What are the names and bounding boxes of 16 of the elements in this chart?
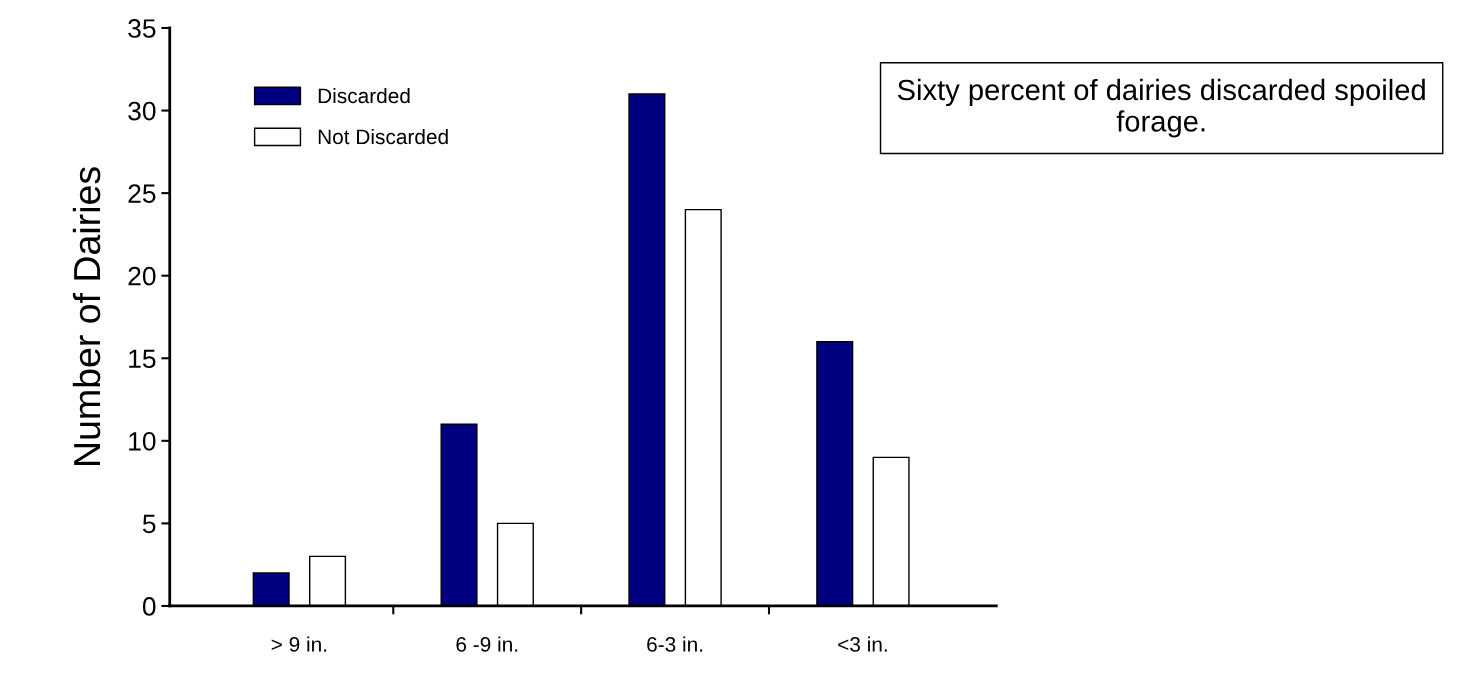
x-tick-label: <3 in. [838,636,887,652]
x-tick-label: 6-3 in. [647,636,703,652]
legend-label: Not Discarded [318,128,448,145]
y-tick-label: 25 [128,184,156,203]
y-axis-title: Number of Dairies [72,167,101,465]
x-tick-label: > 9 in. [271,636,327,652]
annotation: Sixty percent of dairies discarded spoiled forage. [897,78,1425,138]
y-tick-label: 0 [142,597,156,616]
y-tick-label: 30 [128,101,156,121]
x-tick-label: 6 -9 in. [456,636,518,652]
y-tick-label: 20 [128,266,156,286]
y-tick-label: 15 [129,349,156,369]
y-tick-label: 5 [142,514,156,534]
y-tick-label: 10 [129,431,156,451]
legend-label: Discarded [318,87,410,104]
y-tick-label: 35 [128,19,156,38]
